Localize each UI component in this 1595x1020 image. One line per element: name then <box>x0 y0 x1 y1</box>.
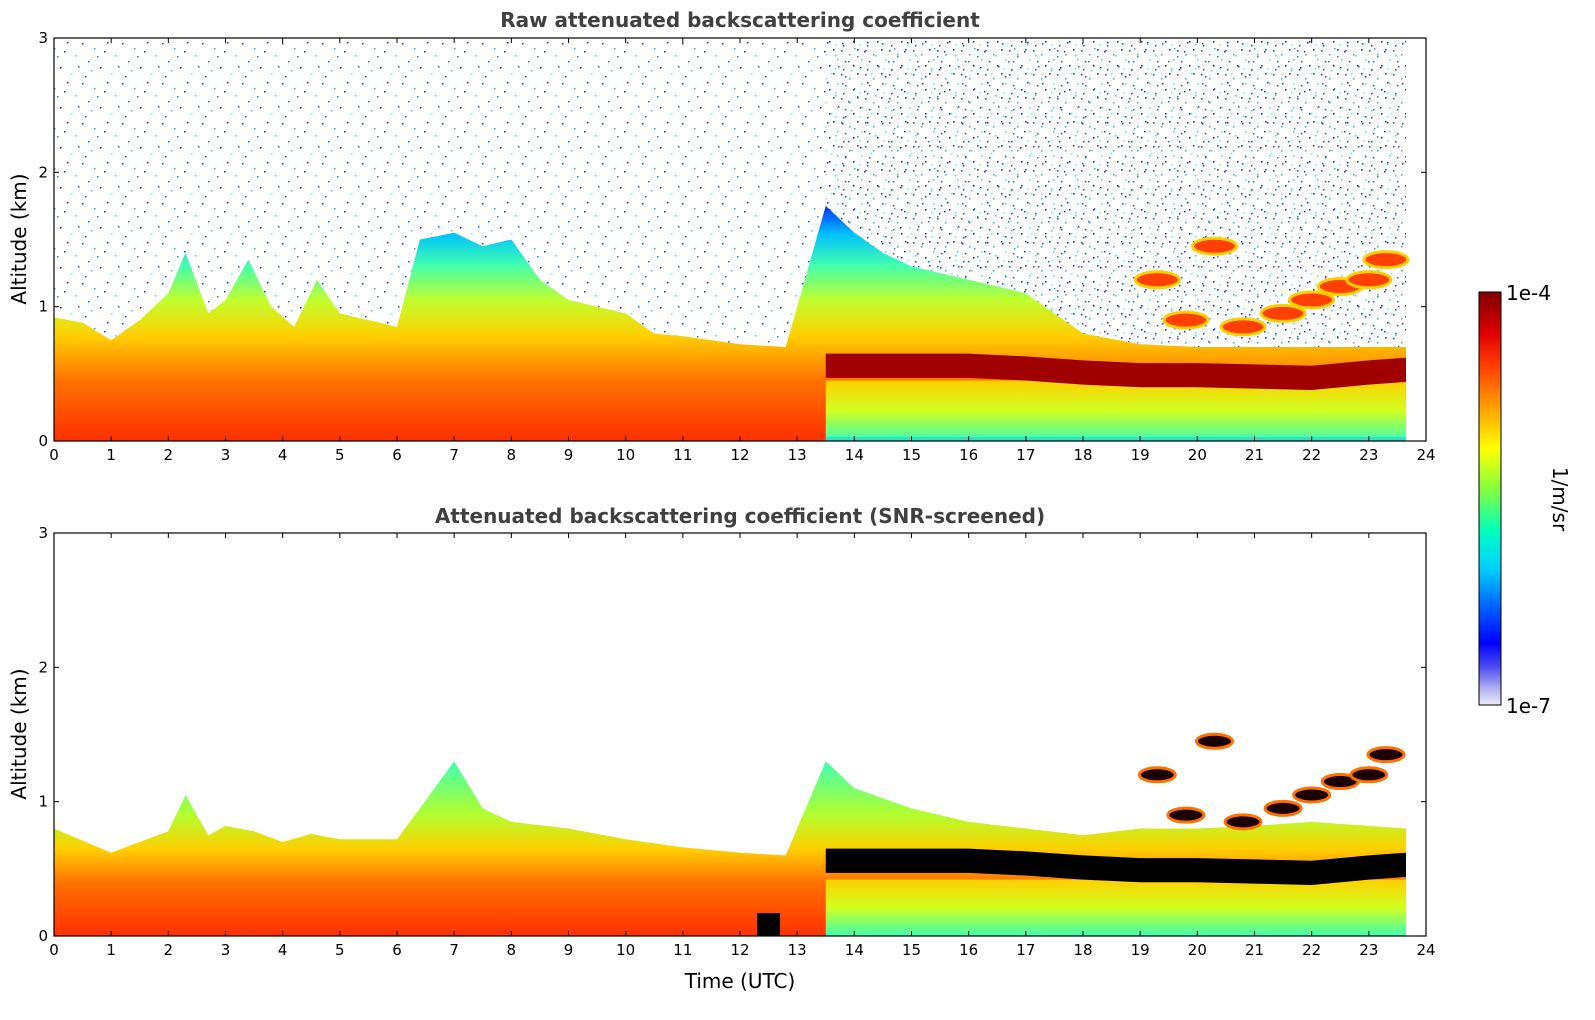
y-tick-label: 0 <box>38 432 48 450</box>
x-tick-label: 21 <box>1245 446 1264 464</box>
saturated-layer <box>825 848 1406 885</box>
x-tick-label: 9 <box>564 446 574 464</box>
cloud-patch <box>1362 250 1410 270</box>
x-tick-label: 0 <box>49 446 59 464</box>
chart-title-raw: Raw attenuated backscattering coefficien… <box>500 8 980 32</box>
x-axis-label: Time (UTC) <box>684 969 796 993</box>
lower-mixed-layer <box>825 380 1406 441</box>
panel-raw: Raw attenuated backscattering coefficien… <box>7 8 1436 464</box>
cloud-patch-screened <box>1263 799 1303 817</box>
x-tick-label: 14 <box>845 941 864 959</box>
x-tick-label: 15 <box>902 446 921 464</box>
x-tick-label: 20 <box>1188 446 1207 464</box>
cloud-patch-screened <box>1292 786 1332 804</box>
colorbar-gradient <box>1478 291 1502 706</box>
x-tick-label: 20 <box>1188 941 1207 959</box>
colorbar-max-label: 1e-4 <box>1506 281 1551 305</box>
heatmap-screened <box>54 732 1406 936</box>
y-axis-label-raw: Altitude (km) <box>7 173 31 304</box>
x-tick-label: 5 <box>335 941 345 959</box>
x-tick-label: 18 <box>1073 446 1092 464</box>
colorbar-min-label: 1e-7 <box>1506 694 1551 718</box>
x-tick-label: 12 <box>730 941 749 959</box>
x-tick-label: 17 <box>1016 446 1035 464</box>
cloud-patch-screened <box>1137 766 1177 784</box>
x-tick-label: 11 <box>673 941 692 959</box>
x-tick-label: 23 <box>1359 941 1378 959</box>
y-tick-label: 3 <box>38 29 48 47</box>
x-tick-label: 16 <box>959 446 978 464</box>
x-tick-label: 21 <box>1245 941 1264 959</box>
x-tick-label: 1 <box>106 446 116 464</box>
y-tick-label: 3 <box>38 524 48 542</box>
x-tick-label: 19 <box>1131 446 1150 464</box>
panel-screened: Attenuated backscattering coefficient (S… <box>7 504 1436 993</box>
colorbar: 1e-4 1e-7 1/m/sr <box>1478 281 1572 718</box>
cloud-patch <box>1345 270 1393 290</box>
cloud-patch <box>1288 290 1336 310</box>
lower-mixed-layer-screened <box>825 879 1406 936</box>
axes-raw: 0 1 2 3 4 5 6 7 8 9 10 11 12 13 14 15 16 17 18 19 20 21 22 23 24… <box>38 29 1435 464</box>
x-tick-label: 7 <box>449 446 459 464</box>
x-tick-label: 8 <box>507 941 517 959</box>
x-tick-label: 14 <box>845 446 864 464</box>
x-tick-label: 22 <box>1302 446 1321 464</box>
cloud-patch <box>1162 310 1210 330</box>
saturated-patch <box>757 913 781 936</box>
x-tick-label: 10 <box>616 446 635 464</box>
cloud-patch-screened <box>1166 806 1206 824</box>
surface-strip <box>825 436 1406 441</box>
heatmap-raw <box>54 38 1410 441</box>
y-tick-label: 2 <box>38 163 48 181</box>
x-tick-label: 4 <box>278 941 288 959</box>
cloud-patch-screened <box>1194 732 1234 750</box>
chart-title-screened: Attenuated backscattering coefficient (S… <box>435 504 1045 528</box>
x-tick-label: 15 <box>902 941 921 959</box>
cloud-patch <box>1259 303 1307 323</box>
cloud-patch-screened <box>1223 813 1263 831</box>
x-tick-label: 23 <box>1359 446 1378 464</box>
x-tick-label: 12 <box>730 446 749 464</box>
colorbar-unit-label: 1/m/sr <box>1548 467 1572 532</box>
y-tick-label: 1 <box>38 793 48 811</box>
x-tick-label: 11 <box>673 446 692 464</box>
x-tick-label: 13 <box>788 941 807 959</box>
x-tick-label: 2 <box>164 941 174 959</box>
x-tick-label: 10 <box>616 941 635 959</box>
axes-screened: 0 1 2 3 4 5 6 7 8 9 10 11 12 13 14 15 16 17 18 19 20 21 22 23 24… <box>38 524 1435 959</box>
cloud-patch <box>1190 236 1238 256</box>
cloud-patch <box>1219 317 1267 337</box>
x-tick-label: 9 <box>564 941 574 959</box>
cloud-patch-screened <box>1366 746 1406 764</box>
x-tick-label: 5 <box>335 446 345 464</box>
x-tick-label: 2 <box>164 446 174 464</box>
x-tick-label: 3 <box>221 941 231 959</box>
x-tick-label: 22 <box>1302 941 1321 959</box>
x-tick-label: 7 <box>449 941 459 959</box>
x-tick-label: 6 <box>392 941 402 959</box>
x-tick-label: 8 <box>507 446 517 464</box>
elevated-aerosol-layer <box>825 353 1406 390</box>
x-tick-label: 24 <box>1416 941 1435 959</box>
x-tick-label: 17 <box>1016 941 1035 959</box>
y-tick-label: 1 <box>38 298 48 316</box>
x-tick-label: 1 <box>106 941 116 959</box>
x-tick-label: 6 <box>392 446 402 464</box>
x-tick-label: 4 <box>278 446 288 464</box>
x-tick-label: 0 <box>49 941 59 959</box>
x-tick-label: 18 <box>1073 941 1092 959</box>
x-tick-label: 13 <box>788 446 807 464</box>
y-tick-label: 2 <box>38 658 48 676</box>
x-tick-label: 24 <box>1416 446 1435 464</box>
x-tick-label: 16 <box>959 941 978 959</box>
y-tick-label: 0 <box>38 927 48 945</box>
cloud-patch-screened <box>1349 766 1389 784</box>
y-axis-label-screened: Altitude (km) <box>7 668 31 799</box>
cloud-patch <box>1133 270 1181 290</box>
x-tick-label: 19 <box>1131 941 1150 959</box>
x-tick-label: 3 <box>221 446 231 464</box>
